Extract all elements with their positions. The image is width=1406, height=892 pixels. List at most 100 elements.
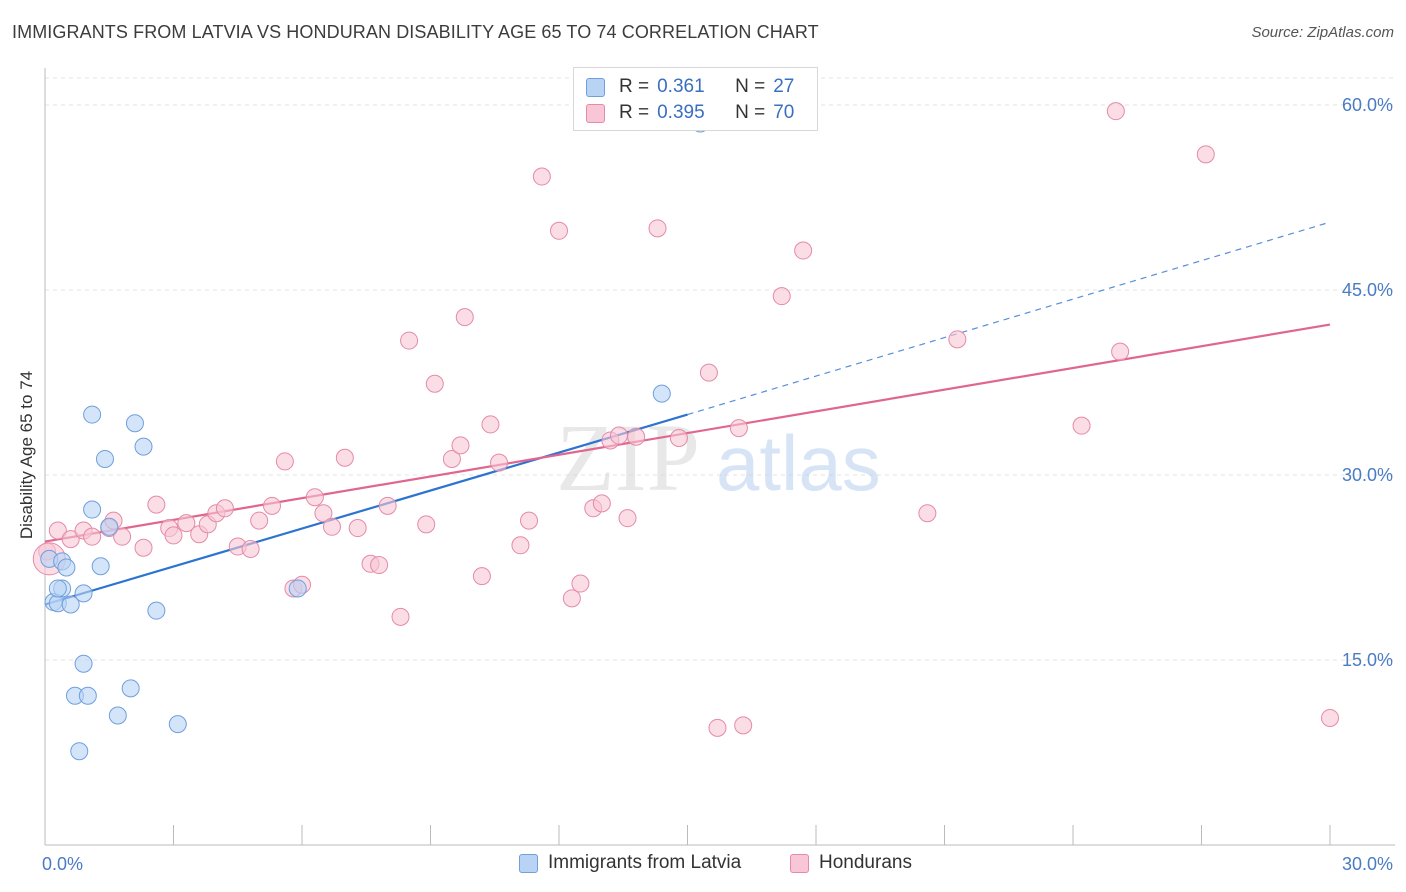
- legend-n-label: N =: [735, 102, 766, 123]
- point-hondurans-12: [177, 514, 196, 533]
- bottom-legend-swatch-hondurans: [790, 853, 809, 873]
- point-hondurans-64: [1072, 416, 1091, 435]
- point-hondurans-38: [455, 308, 474, 327]
- bottom-legend-label-latvia: Immigrants from Latvia: [548, 852, 742, 873]
- point-hondurans-2: [61, 530, 80, 549]
- point-latvia-13: [83, 405, 102, 424]
- point-hondurans-11: [164, 526, 183, 545]
- point-hondurans-4: [83, 527, 102, 546]
- point-hondurans-28: [348, 519, 367, 538]
- point-hondurans-26: [322, 517, 341, 536]
- y-tick-label-2: 45.0%: [1342, 280, 1393, 300]
- point-latvia-21: [147, 601, 166, 620]
- point-latvia-10: [74, 584, 93, 603]
- point-latvia-23: [288, 579, 307, 598]
- bottom-legend-label-hondurans: Hondurans: [819, 852, 912, 873]
- point-hondurans-8: [134, 538, 153, 557]
- point-latvia-11: [78, 686, 97, 705]
- point-hondurans-56: [699, 363, 718, 382]
- point-hondurans-9: [147, 495, 166, 514]
- point-hondurans-32: [391, 607, 410, 626]
- point-hondurans-20: [263, 496, 282, 515]
- point-hondurans-7: [113, 527, 132, 546]
- point-hondurans-63: [948, 330, 967, 349]
- point-hondurans-1: [48, 521, 67, 540]
- point-hondurans-36: [442, 449, 461, 468]
- point-hondurans-27: [335, 448, 354, 467]
- point-hondurans-59: [734, 716, 753, 735]
- point-hondurans-37: [451, 436, 470, 455]
- point-hondurans-39: [472, 567, 491, 586]
- point-hondurans-33: [400, 331, 419, 350]
- trend-line-latvia: [44, 413, 688, 606]
- legend-n-value: 27: [773, 76, 795, 97]
- y-tick-label-3: 60.0%: [1342, 95, 1393, 115]
- point-hondurans-41: [490, 453, 509, 472]
- y-tick-labels: 15.0% 30.0% 45.0% 60.0%: [1342, 95, 1393, 670]
- point-hondurans-25: [314, 504, 333, 523]
- legend-r-label: R =: [619, 102, 650, 123]
- watermark-zip: ZIP: [556, 404, 700, 511]
- point-hondurans-58: [729, 419, 748, 438]
- point-latvia-17: [108, 706, 127, 725]
- legend-row-latvia: R = 0.361 N = 27: [586, 75, 794, 99]
- correlation-legend: R = 0.361 N = 27 R = 0.395 N = 70: [573, 67, 818, 131]
- point-hondurans-66: [1111, 342, 1130, 361]
- point-hondurans-61: [794, 241, 813, 260]
- point-hondurans-62: [918, 504, 937, 523]
- point-latvia-22: [168, 715, 187, 734]
- axes: [44, 68, 1395, 846]
- point-hondurans-53: [627, 427, 646, 446]
- point-hondurans-42: [511, 536, 530, 555]
- point-latvia-9: [74, 654, 93, 673]
- grid-lines: [45, 77, 1395, 661]
- point-latvia-19: [125, 414, 144, 433]
- x-tick-label-1: 30.0%: [1342, 854, 1393, 874]
- point-hondurans-54: [648, 219, 667, 238]
- point-latvia-18: [121, 679, 140, 698]
- point-latvia-26: [48, 579, 67, 598]
- point-hondurans-65: [1106, 102, 1125, 121]
- y-axis-label: Disability Age 65 to 74: [17, 371, 36, 539]
- legend-n-label: N =: [735, 76, 766, 97]
- point-latvia-16: [100, 517, 119, 536]
- point-hondurans-44: [532, 167, 551, 186]
- trend-line-hondurans: [44, 323, 1331, 543]
- legend-swatch-hondurans: [586, 103, 605, 123]
- point-latvia-12: [83, 500, 102, 519]
- point-hondurans-52: [618, 509, 637, 528]
- series-hondurans-points: [32, 102, 1339, 737]
- chart-title: IMMIGRANTS FROM LATVIA VS HONDURAN DISAB…: [12, 22, 819, 42]
- bottom-legend-hondurans: Hondurans: [790, 852, 912, 874]
- legend-r-value: 0.395: [657, 102, 705, 123]
- source-label: Source: ZipAtlas.com: [1251, 24, 1394, 41]
- point-hondurans-24: [305, 488, 324, 507]
- bottom-legend-swatch-latvia: [519, 853, 538, 873]
- x-tick-label-0: 0.0%: [42, 854, 83, 874]
- trend-line-latvia-extension: [687, 221, 1331, 416]
- point-hondurans-40: [481, 415, 500, 434]
- x-tick-labels: 0.0% 30.0%: [42, 854, 1393, 874]
- point-hondurans-30: [370, 556, 389, 575]
- point-hondurans-16: [215, 499, 234, 518]
- point-latvia-14: [91, 557, 110, 576]
- point-hondurans-68: [1321, 708, 1339, 727]
- point-hondurans-60: [772, 287, 791, 306]
- legend-r-value: 0.361: [657, 76, 705, 97]
- point-hondurans-51: [609, 426, 628, 445]
- legend-r-label: R =: [619, 76, 650, 97]
- point-latvia-8: [70, 742, 89, 761]
- point-latvia-6: [61, 595, 80, 614]
- point-hondurans-34: [417, 515, 436, 534]
- point-hondurans-31: [378, 496, 397, 515]
- bottom-legend-latvia: Immigrants from Latvia: [519, 852, 741, 874]
- legend-row-hondurans: R = 0.395 N = 70: [586, 101, 794, 125]
- point-hondurans-55: [669, 429, 688, 447]
- point-hondurans-46: [562, 589, 581, 608]
- trend-lines: [44, 221, 1331, 606]
- point-latvia-20: [134, 437, 153, 456]
- y-tick-label-0: 15.0%: [1342, 650, 1393, 670]
- y-tick-label-1: 30.0%: [1342, 465, 1393, 485]
- point-hondurans-45: [550, 221, 568, 240]
